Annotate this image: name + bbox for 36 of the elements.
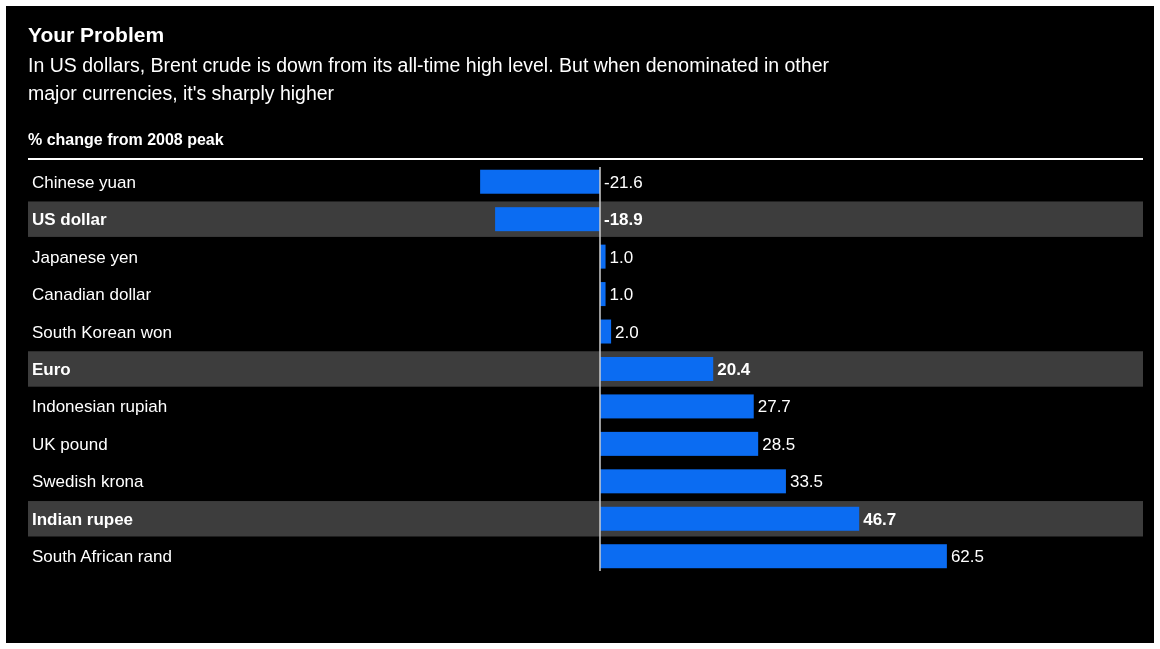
data-label: 46.7 — [863, 509, 897, 529]
chart-subtitle: In US dollars, Brent crude is down from its all-time high level. But when denominated in other major currencies, it's sharply higher — [28, 54, 830, 104]
data-label: 33.5 — [789, 472, 824, 492]
x-axis-title: % change from 2008 peak — [28, 131, 224, 148]
text: Your Problem — [28, 23, 165, 46]
y-tick-label: Euro — [32, 359, 71, 379]
y-tick-label: Chinese yuan — [32, 172, 136, 192]
data-label: -18.9 — [604, 210, 643, 230]
y-tick-label: UK pound — [32, 434, 108, 454]
y-tick-label: Swedish krona — [32, 472, 145, 492]
data-label: 2.0 — [615, 322, 639, 342]
bar — [600, 506, 860, 531]
data-label: 20.4 — [717, 359, 751, 379]
y-tick-label: Canadian dollar — [32, 285, 152, 305]
y-tick-label: South Korean won — [32, 322, 172, 342]
bar — [600, 282, 606, 307]
data-label: -21.6 — [604, 172, 643, 192]
bar — [600, 544, 947, 569]
bar — [600, 431, 759, 456]
bar — [600, 356, 714, 381]
bar — [600, 469, 786, 494]
y-tick-label: South African rand — [32, 547, 172, 567]
data-label: 62.5 — [950, 547, 984, 567]
bar — [600, 244, 606, 269]
y-tick-label: Indonesian rupiah — [32, 397, 168, 417]
bar — [600, 319, 612, 344]
data-label: 1.0 — [609, 285, 634, 305]
data-label: 1.0 — [609, 247, 634, 267]
bar — [480, 169, 600, 194]
data-label: 28.5 — [762, 434, 796, 454]
data-label: 27.7 — [757, 397, 791, 417]
y-tick-label: US dollar — [32, 210, 108, 230]
bar — [600, 394, 754, 419]
bar — [495, 207, 600, 232]
y-tick-label: Indian rupee — [32, 509, 134, 529]
y-tick-label: Japanese yen — [32, 247, 138, 267]
